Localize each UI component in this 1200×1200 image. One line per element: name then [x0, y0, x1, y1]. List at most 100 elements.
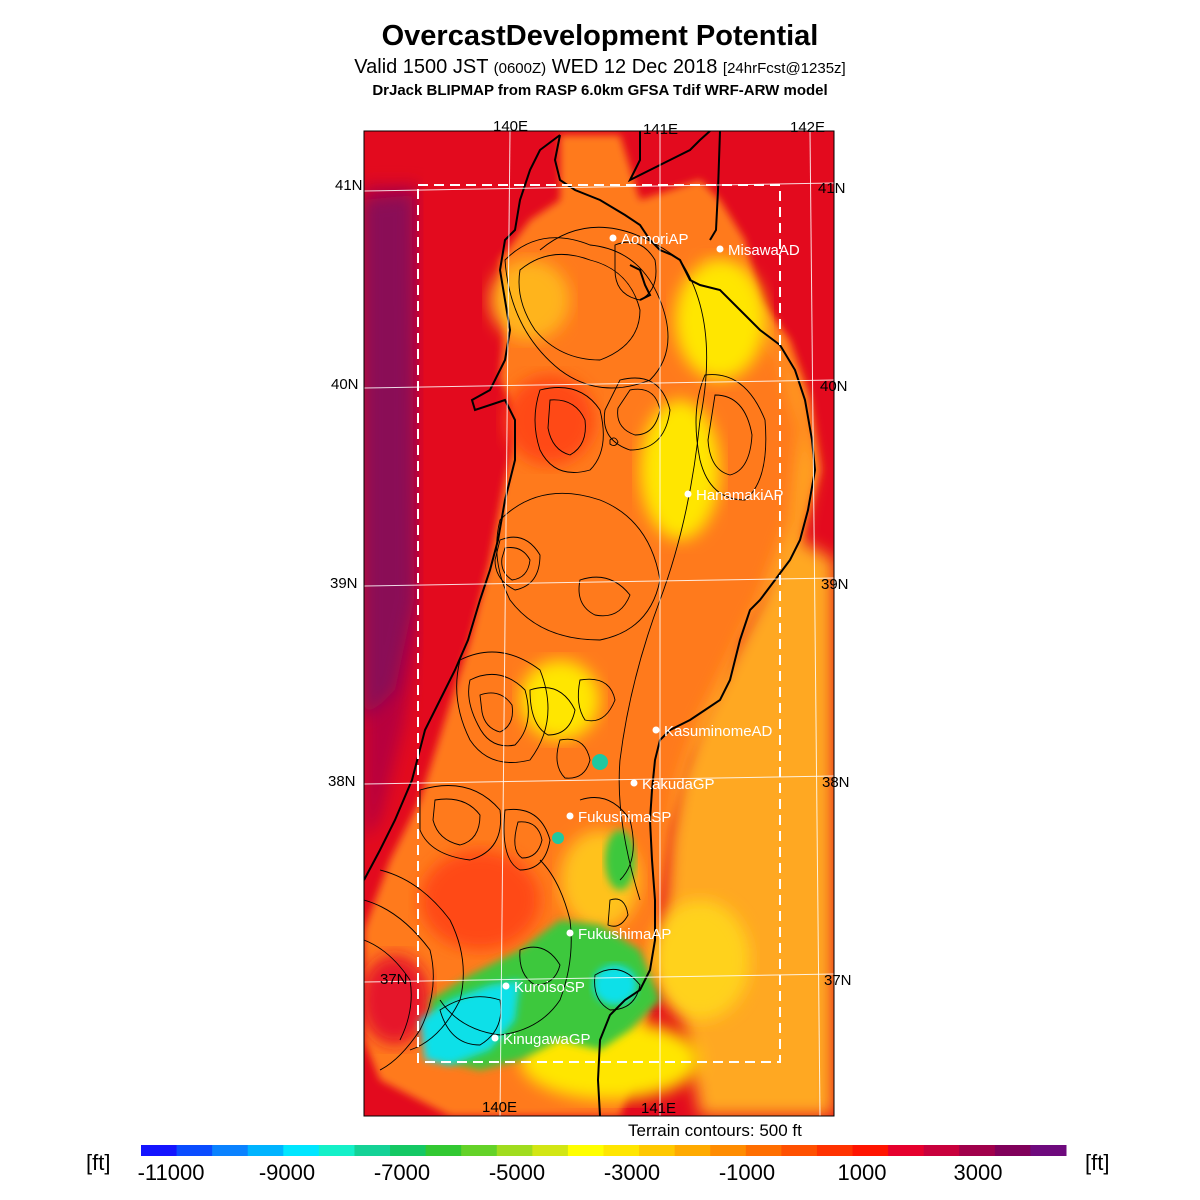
teal-dot: [552, 832, 564, 844]
colorbar-swatch: [745, 1145, 782, 1156]
colorbar-swatch: [959, 1145, 996, 1156]
colorbar: [141, 1145, 1067, 1156]
station-marker: AomoriAP: [609, 231, 689, 248]
lat-label-left: 39N: [330, 575, 358, 592]
forecast-label: [24hrFcst@1235z]: [722, 60, 846, 77]
dark-patch: [505, 375, 595, 465]
lat-label-left: 40N: [331, 376, 359, 393]
colorbar-swatch: [923, 1145, 960, 1156]
sea-purple-zone: [364, 195, 414, 720]
station-dot: [652, 726, 660, 734]
green-zone: [605, 830, 635, 890]
latitude-line: [364, 379, 834, 389]
station-marker: FukushimaSP: [566, 809, 671, 826]
yellow-patch: [675, 260, 765, 380]
colorbar-swatch: [318, 1145, 355, 1156]
station-label: HanamakiAP: [696, 487, 784, 504]
lon-label-top: 141E: [643, 121, 678, 138]
colorbar-swatch: [212, 1145, 249, 1156]
colorbar-label: 1000: [837, 1160, 887, 1185]
colorbar-swatch: [461, 1145, 498, 1156]
station-marker: MisawaAD: [716, 242, 800, 259]
colorbar-swatch: [567, 1145, 604, 1156]
longitude-line: [499, 131, 511, 1116]
lon-label-bottom: 141E: [641, 1100, 676, 1117]
station-dot: [609, 234, 617, 242]
axis-labels: 140E 141E 142E 140E 141E 41N 40N 39N 38N…: [328, 118, 852, 1117]
station-label: KuroisoSP: [514, 979, 585, 996]
colorbar-label: 3000: [953, 1160, 1003, 1185]
colorbar-swatch: [425, 1145, 462, 1156]
station-dot: [566, 929, 574, 937]
colorbar-swatch: [994, 1145, 1031, 1156]
valid-prefix: Valid 1500 JST: [354, 56, 489, 78]
latitude-line: [364, 182, 834, 192]
colorbar-swatch: [781, 1145, 818, 1156]
cyan-zone: [593, 965, 637, 1005]
station-marker: FukushimaAP: [566, 926, 671, 943]
station-marker: KuroisoSP: [502, 979, 585, 996]
colorbar-label: -5000: [488, 1160, 546, 1185]
station-marker: KasuminomeAD: [652, 723, 773, 740]
yellow-patch: [640, 400, 720, 540]
colorbar-swatch: [176, 1145, 213, 1156]
station-label: KinugawaGP: [503, 1031, 591, 1048]
lat-label-left: 38N: [328, 773, 356, 790]
longitude-line: [809, 131, 821, 1116]
page-title: OvercastDevelopment Potential: [381, 20, 819, 52]
station-marker: HanamakiAP: [684, 487, 784, 504]
station-label: KasuminomeAD: [664, 723, 773, 740]
colorbar-swatch: [247, 1145, 284, 1156]
lon-label-bottom: 140E: [482, 1099, 517, 1116]
lon-label-top: 142E: [790, 119, 825, 136]
station-label: KakudaGP: [642, 776, 715, 793]
lon-label-top: 140E: [493, 118, 528, 135]
colorbar-swatch: [390, 1145, 427, 1156]
colorbar-swatch: [283, 1145, 320, 1156]
field-layer: AomoriAP MisawaAD HanamakiAP KasuminomeAD Ka…: [364, 131, 834, 1116]
colorbar-swatch: [852, 1145, 889, 1156]
valid-utc: (0600Z): [493, 60, 547, 77]
terrain-contour-note: Terrain contours: 500 ft: [628, 1121, 802, 1140]
yellow-patch: [520, 660, 600, 740]
latitude-line: [364, 775, 834, 785]
station-dot: [502, 982, 510, 990]
colorbar-swatch: [603, 1145, 640, 1156]
colorbar-swatch: [1030, 1145, 1067, 1156]
station-dot: [716, 245, 724, 253]
colorbar-swatch: [532, 1145, 569, 1156]
colorbar-label: -7000: [373, 1160, 431, 1185]
colorbar-unit-left: [ft]: [86, 1150, 111, 1175]
station-dot: [630, 779, 638, 787]
colorbar-swatch: [141, 1145, 178, 1156]
colorbar-unit-right: [ft]: [1085, 1150, 1110, 1175]
station-label: FukushimaSP: [578, 809, 671, 826]
inner-domain-box: [417, 184, 781, 1063]
station-label: FukushimaAP: [578, 926, 671, 943]
colorbar-swatch: [496, 1145, 533, 1156]
valid-time-line: Valid 1500 JST (0600Z) WED 12 Dec 2018 […: [0, 56, 1200, 79]
lat-label-left: 37N: [380, 971, 408, 988]
lat-label-right: 39N: [821, 576, 849, 593]
station-marker: KinugawaGP: [491, 1031, 591, 1048]
lat-label-left: 41N: [335, 177, 363, 194]
lat-label-right: 41N: [818, 180, 846, 197]
station-label: AomoriAP: [621, 231, 689, 248]
lat-label-right: 37N: [824, 972, 852, 989]
station-marker: KakudaGP: [630, 776, 715, 793]
station-dot: [566, 812, 574, 820]
station-dot: [491, 1034, 499, 1042]
station-dot: [684, 490, 692, 498]
valid-date: WED 12 Dec 2018: [551, 56, 718, 78]
graticule: [364, 131, 834, 1116]
colorbar-swatch: [639, 1145, 676, 1156]
colorbar-swatch: [816, 1145, 854, 1156]
teal-dot: [592, 754, 608, 770]
latitude-line: [364, 973, 834, 983]
colorbar-swatch: [354, 1145, 391, 1156]
lat-label-right: 38N: [822, 774, 850, 791]
colorbar-label: -3000: [603, 1160, 661, 1185]
colorbar-swatch: [888, 1145, 925, 1156]
station-label: MisawaAD: [728, 242, 800, 259]
